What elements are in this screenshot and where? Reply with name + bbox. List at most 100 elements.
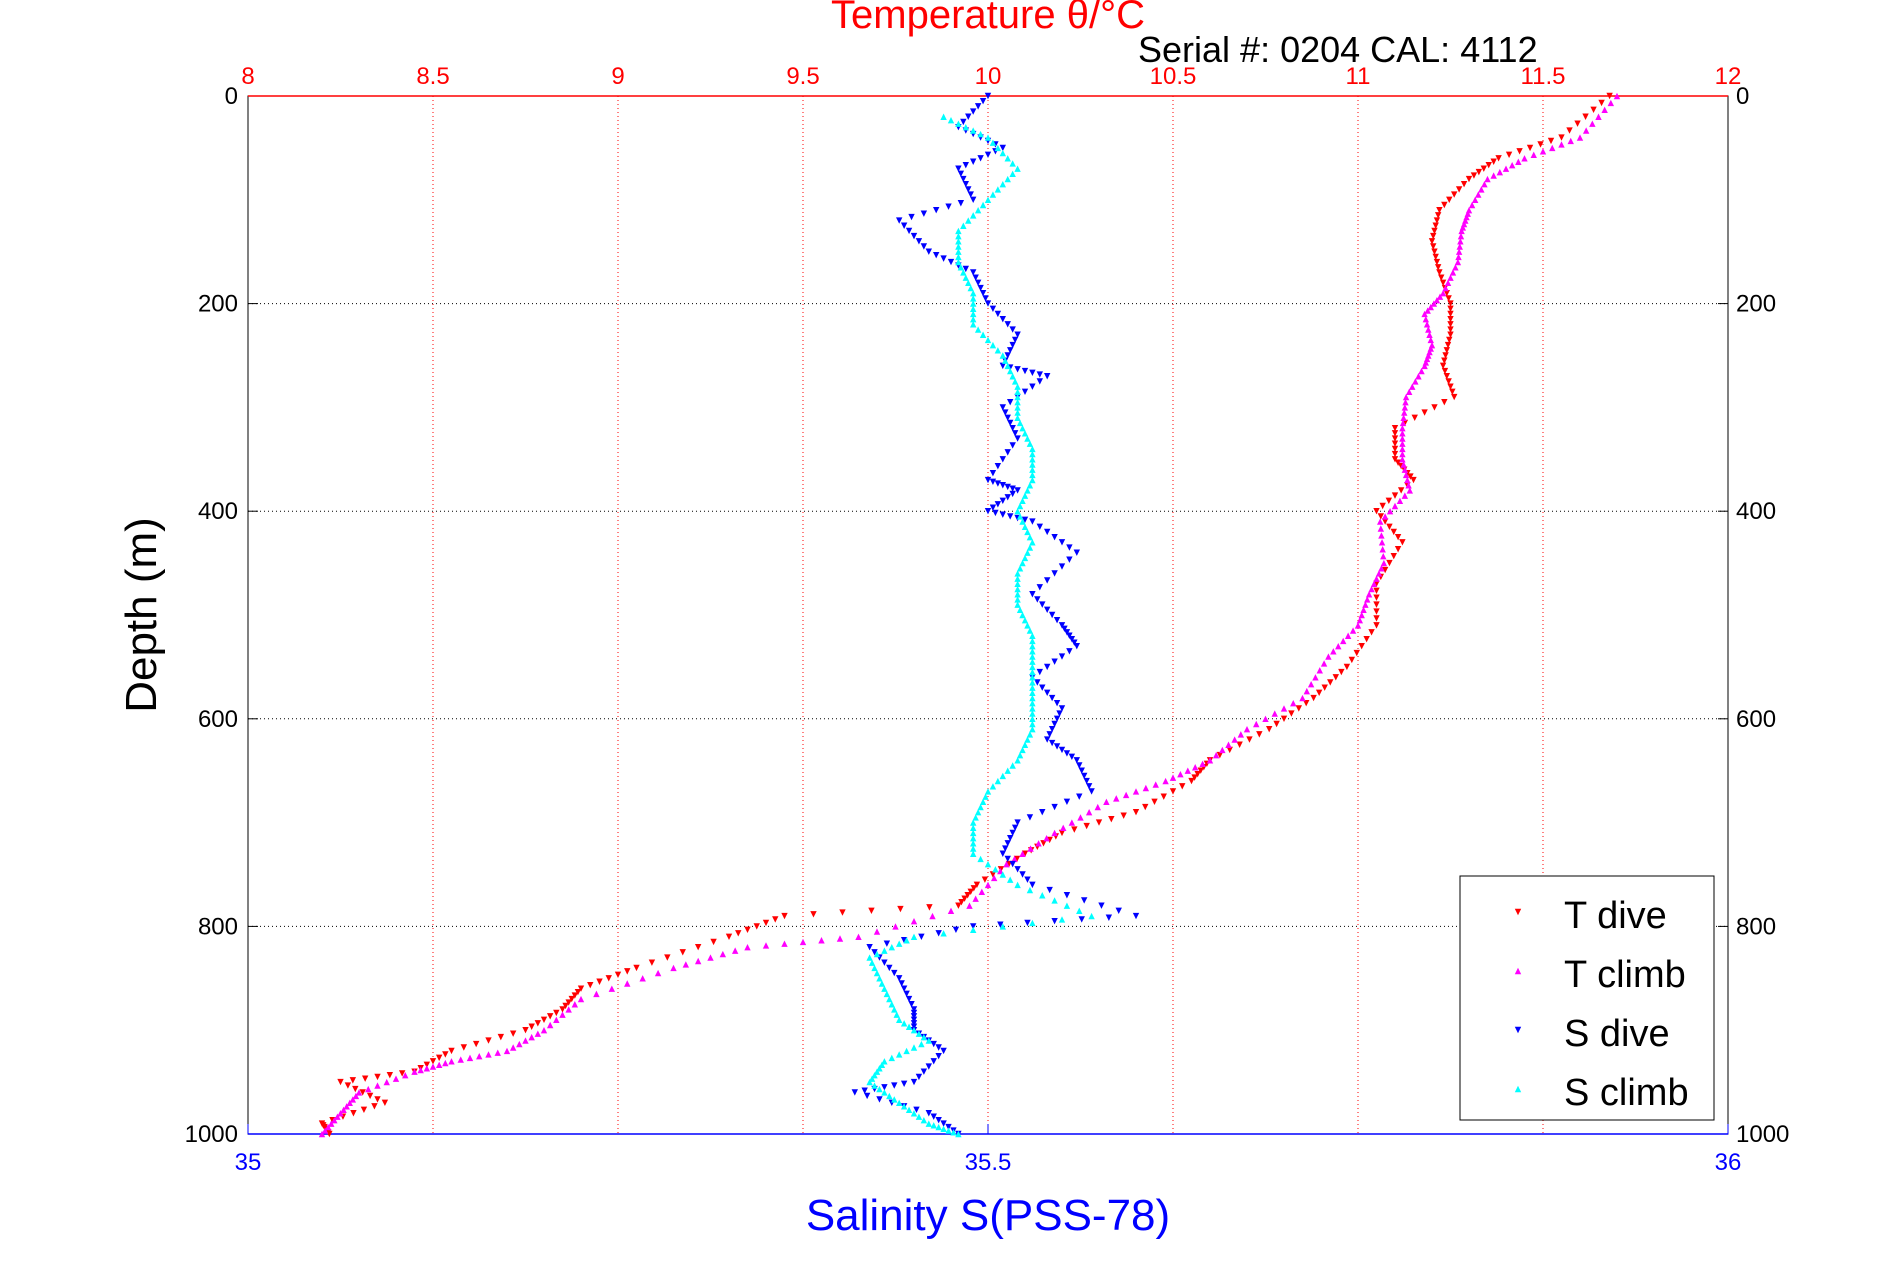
data-point (1508, 162, 1516, 169)
data-point (633, 964, 640, 972)
data-point (989, 191, 997, 198)
data-point (910, 1110, 918, 1117)
data-point (381, 1099, 389, 1107)
data-point (910, 933, 918, 940)
data-point (392, 1075, 400, 1082)
data-point (1014, 393, 1021, 401)
data-point (873, 969, 881, 977)
data-point (920, 1033, 928, 1041)
data-point (970, 321, 977, 328)
data-point (1021, 388, 1029, 396)
data-point (1044, 663, 1051, 671)
data-point (1558, 134, 1565, 141)
data-point (1399, 440, 1406, 447)
data-point (888, 943, 895, 951)
data-point (1061, 625, 1068, 633)
data-point (1386, 523, 1393, 530)
data-point (979, 798, 987, 806)
data-point (1404, 476, 1411, 484)
data-point (1029, 369, 1036, 376)
data-point (1160, 793, 1167, 800)
data-point (1068, 636, 1076, 643)
data-point (1458, 227, 1465, 235)
data-point (1029, 471, 1036, 479)
data-point (1475, 168, 1483, 176)
data-point (1576, 134, 1584, 141)
data-point (417, 1066, 424, 1074)
data-point (1044, 606, 1051, 614)
data-point (915, 1030, 923, 1037)
data-point (1066, 632, 1073, 639)
data-point (1391, 456, 1399, 463)
data-point (881, 985, 888, 992)
data-point (1019, 746, 1026, 754)
data-point (893, 1011, 900, 1018)
data-point (1113, 795, 1120, 802)
data-point (1391, 440, 1399, 447)
data-point (1379, 546, 1386, 553)
data-point (485, 1037, 492, 1044)
data-point (1029, 700, 1036, 707)
data-point (1607, 99, 1615, 107)
legend-marker (1514, 1085, 1522, 1093)
data-point (972, 274, 979, 281)
data-point (940, 1125, 947, 1133)
data-point (383, 1078, 390, 1086)
data-point (423, 1061, 431, 1068)
data-point (398, 1070, 406, 1077)
data-point (905, 227, 913, 235)
data-point (868, 1075, 876, 1082)
data-point (1019, 424, 1026, 432)
data-point (977, 803, 984, 811)
data-point (1011, 855, 1018, 863)
data-point (881, 1084, 888, 1091)
data-point (1449, 269, 1457, 276)
data-point (1004, 175, 1011, 183)
data-point (1212, 751, 1220, 759)
data-point (984, 92, 992, 100)
temperature-tick-label: 10.5 (1150, 63, 1197, 90)
data-point (1377, 513, 1385, 520)
data-point (896, 1099, 903, 1107)
data-point (947, 117, 955, 124)
data-point (1405, 388, 1413, 396)
data-point (1373, 587, 1380, 594)
data-point (1447, 331, 1454, 338)
data-point (970, 300, 977, 307)
data-point (1468, 201, 1476, 209)
data-point (1378, 565, 1385, 572)
data-point (472, 1040, 480, 1048)
data-point (1396, 497, 1404, 505)
data-point (1390, 528, 1397, 536)
data-point (1373, 608, 1380, 615)
data-point (1040, 840, 1047, 847)
data-point (1444, 341, 1452, 349)
data-point (1002, 845, 1009, 852)
data-point (1443, 373, 1450, 380)
data-point (1043, 834, 1050, 842)
data-point (918, 933, 925, 940)
data-point (1046, 731, 1053, 738)
data-point (947, 907, 955, 915)
data-point (334, 1113, 341, 1120)
data-point (1029, 689, 1036, 697)
data-point (386, 1071, 394, 1079)
data-point (910, 1078, 918, 1086)
data-point (1358, 611, 1365, 619)
data-point (960, 175, 967, 183)
series-t-climb (318, 92, 1621, 1138)
data-point (868, 959, 876, 966)
data-point (984, 860, 992, 868)
data-point (1132, 809, 1140, 816)
data-point (1029, 466, 1036, 473)
data-point (1007, 876, 1014, 883)
data-point (1024, 435, 1031, 442)
data-point (984, 151, 992, 159)
data-point (900, 1020, 908, 1027)
data-point (910, 1023, 918, 1030)
data-point (1029, 720, 1036, 728)
data-point (1063, 902, 1071, 909)
data-point (435, 1054, 443, 1062)
data-point (992, 866, 999, 873)
data-point (977, 855, 984, 863)
